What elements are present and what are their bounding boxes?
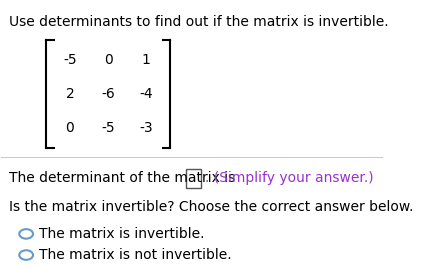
Text: -3: -3 [139, 121, 153, 135]
Text: -4: -4 [139, 87, 153, 101]
Text: 0: 0 [104, 53, 112, 66]
Text: 1: 1 [142, 53, 151, 66]
Text: -5: -5 [63, 53, 77, 66]
FancyBboxPatch shape [186, 169, 202, 189]
Text: 2: 2 [65, 87, 74, 101]
Text: Use determinants to find out if the matrix is invertible.: Use determinants to find out if the matr… [9, 15, 388, 29]
Text: -5: -5 [101, 121, 115, 135]
Text: -6: -6 [101, 87, 115, 101]
Text: 0: 0 [65, 121, 74, 135]
Text: The matrix is not invertible.: The matrix is not invertible. [39, 248, 231, 262]
Text: The matrix is invertible.: The matrix is invertible. [39, 227, 204, 241]
Text: Is the matrix invertible? Choose the correct answer below.: Is the matrix invertible? Choose the cor… [9, 201, 414, 214]
Text: . (Simplify your answer.): . (Simplify your answer.) [205, 171, 374, 185]
Text: The determinant of the matrix is: The determinant of the matrix is [9, 171, 240, 185]
